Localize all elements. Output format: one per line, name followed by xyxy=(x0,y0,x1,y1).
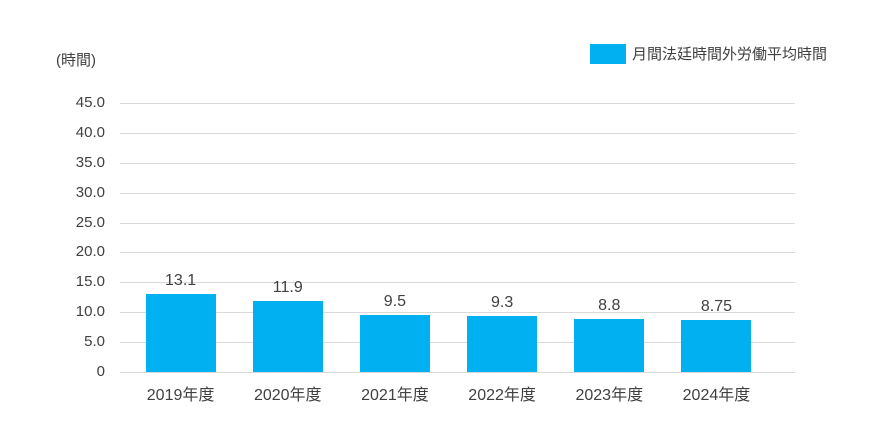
x-axis-label: 2020年度 xyxy=(253,387,322,404)
y-axis-tick-label: 40.0 xyxy=(75,124,105,141)
y-axis-tick-label: 30.0 xyxy=(75,184,105,201)
gridline xyxy=(120,133,795,134)
gridline xyxy=(120,312,795,313)
bar-value-label: 11.9 xyxy=(272,279,303,296)
x-axis-labels: 2019年度 2020年度 2021年度 2022年度 2023年度 2024年度 xyxy=(127,381,770,405)
bar-value-label: 13.1 xyxy=(165,272,197,289)
y-axis-tick-labels: 45.0 40.0 35.0 30.0 25.0 20.0 15.0 10.0 5.0 0 xyxy=(0,0,105,448)
bar-cell: 8.75 xyxy=(663,103,770,372)
y-axis-tick-label: 0 xyxy=(96,363,105,380)
bar xyxy=(467,316,538,372)
bar-value-label: 8.8 xyxy=(598,297,621,314)
bar xyxy=(574,319,645,372)
bar xyxy=(252,301,323,372)
bar-cell: 9.5 xyxy=(341,103,448,372)
gridline xyxy=(120,252,795,253)
y-axis-tick-label: 15.0 xyxy=(75,273,105,290)
y-axis-tick-label: 20.0 xyxy=(75,243,105,260)
gridline xyxy=(120,103,795,104)
bar-cell: 8.8 xyxy=(556,103,663,372)
x-axis-label: 2024年度 xyxy=(682,387,751,404)
bar xyxy=(359,315,430,372)
legend: 月間法廷時間外労働平均時間 xyxy=(590,43,827,64)
bar-value-label: 8.75 xyxy=(700,298,733,315)
y-axis-unit-label: (時間) xyxy=(56,52,96,69)
gridline xyxy=(120,342,795,343)
y-axis-tick-label: 25.0 xyxy=(75,214,105,231)
bar-cell: 11.9 xyxy=(234,103,341,372)
legend-swatch xyxy=(590,43,626,64)
bar-cell: 9.3 xyxy=(449,103,556,372)
y-axis-tick-label: 5.0 xyxy=(84,333,105,350)
x-axis-label: 2021年度 xyxy=(361,387,429,404)
y-axis-tick-label: 10.0 xyxy=(75,303,105,320)
y-axis-tick-label: 35.0 xyxy=(75,154,105,171)
bar-value-label: 9.3 xyxy=(490,294,514,311)
gridline xyxy=(120,372,795,373)
gridline xyxy=(120,282,795,283)
x-axis-label: 2022年度 xyxy=(468,387,536,404)
bar xyxy=(145,294,216,372)
x-axis-label: 2023年度 xyxy=(575,387,644,404)
gridline xyxy=(120,163,795,164)
x-axis-label: 2019年度 xyxy=(146,387,215,404)
bar-cell: 13.1 xyxy=(127,103,234,372)
plot-area: 13.1 11.9 9.5 9.3 8.8 8.75 xyxy=(127,103,770,372)
bar xyxy=(681,320,752,372)
gridlines xyxy=(120,0,795,448)
gridline xyxy=(120,193,795,194)
gridline xyxy=(120,223,795,224)
y-axis-tick-label: 45.0 xyxy=(75,94,105,111)
legend-label: 月間法廷時間外労働平均時間 xyxy=(632,46,828,63)
bar-value-label: 9.5 xyxy=(383,293,407,310)
